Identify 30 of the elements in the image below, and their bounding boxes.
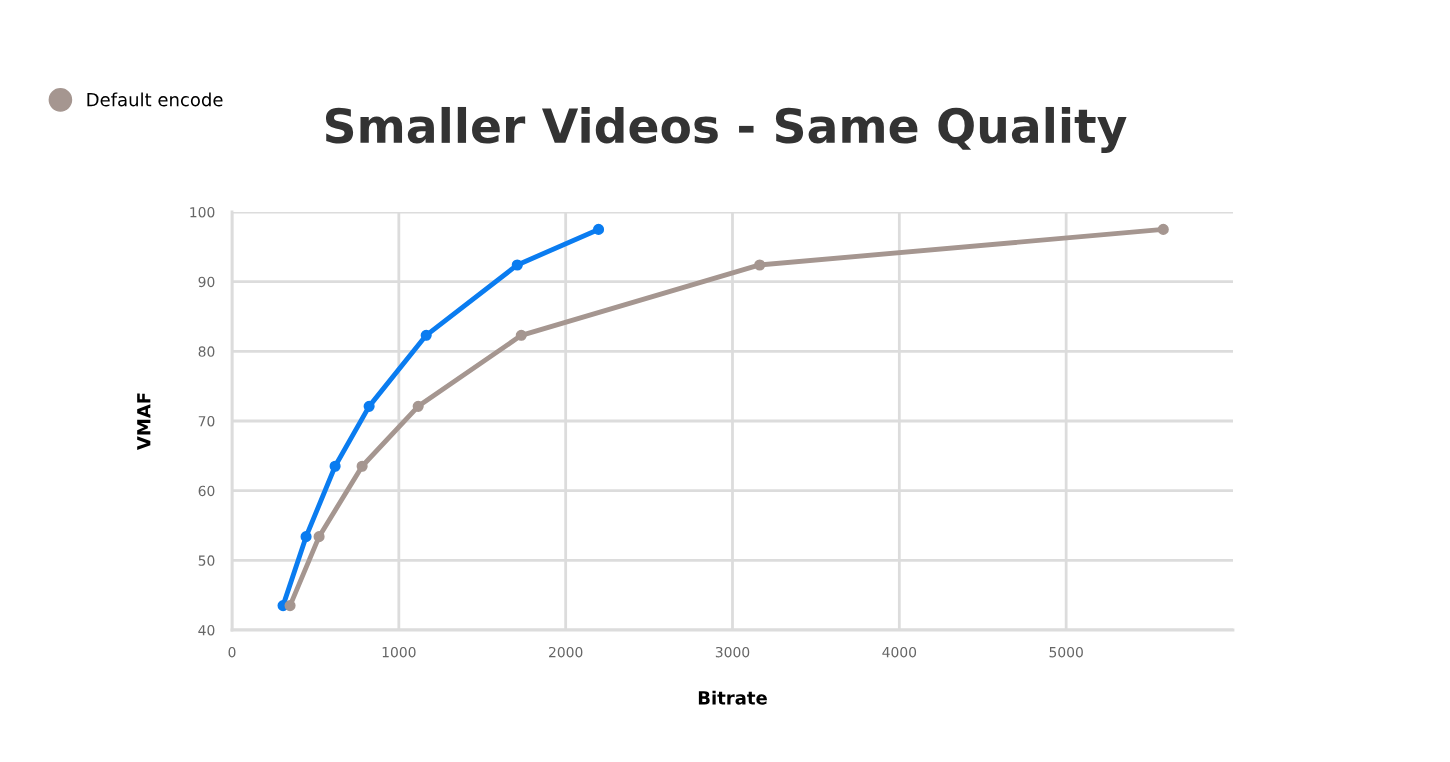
x-axis-title: Bitrate [698,690,767,705]
y-tick-label: 60 [198,485,215,497]
point [420,329,432,341]
point [592,223,605,235]
y-tick-label: 100 [190,206,215,218]
chart-title: Smaller Videos - Same Quality [325,106,1127,154]
legend-label: Default encode [87,92,223,107]
x-tick-label: 2000 [549,646,583,658]
y-tick-label: 90 [198,276,215,288]
x-tick-label: 1000 [382,646,416,658]
point [313,531,325,543]
x-tick-label: 4000 [882,646,917,658]
point [363,400,375,412]
point [356,460,368,472]
y-tick-label: 80 [198,346,215,357]
point [412,400,424,412]
point [511,259,523,271]
point [284,600,296,612]
x-tick-label: 5000 [1049,646,1083,658]
y-tick-label: 50 [198,555,215,566]
point [329,460,341,472]
y-tick-label: 70 [198,415,215,427]
point [300,531,312,543]
x-tick-label: 0 [228,646,236,658]
y-axis-title: VMAF [137,393,151,451]
point [515,329,527,341]
point [754,259,766,271]
point [1157,223,1169,235]
x-tick-label: 3000 [715,646,750,658]
y-tick-label: 40 [198,624,215,636]
